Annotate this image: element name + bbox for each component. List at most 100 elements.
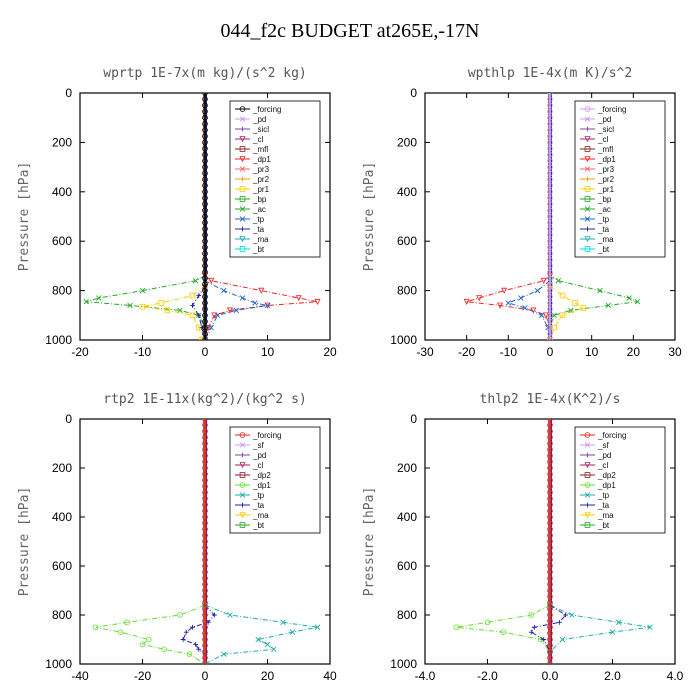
data-point [547, 158, 553, 164]
x-tick-label: 10 [261, 345, 275, 359]
data-point [547, 189, 553, 195]
y-axis-label: Pressure [hPa] [362, 162, 377, 272]
data-point [547, 238, 553, 245]
data-point [559, 636, 566, 643]
data-point [547, 232, 553, 238]
data-point [202, 419, 208, 422]
data-point [547, 642, 553, 649]
series-line-ta [530, 604, 567, 664]
y-tick-label: 1000 [45, 333, 72, 347]
legend-entry: _pr3 [252, 165, 270, 174]
data-point [83, 298, 89, 305]
data-point [609, 629, 616, 635]
legend-entry: _dp1 [252, 481, 271, 490]
data-point [634, 298, 641, 305]
data-point [280, 619, 286, 626]
data-point [127, 302, 133, 309]
data-point [124, 619, 130, 626]
x-tick-label: -20 [458, 345, 476, 359]
data-point [202, 618, 208, 624]
data-point [202, 661, 208, 664]
legend-entry: _bt [252, 245, 265, 254]
legend-entry: _ma [597, 511, 614, 520]
data-point [547, 312, 553, 319]
data-point [164, 307, 171, 314]
legend-entry: _dp1 [597, 155, 616, 164]
data-point [547, 114, 553, 121]
legend-marker [584, 196, 591, 202]
data-point [547, 275, 553, 282]
legend-marker [239, 166, 246, 172]
data-point [547, 428, 553, 435]
legend-marker [584, 246, 591, 252]
data-point [547, 446, 553, 453]
data-point [547, 508, 553, 514]
legend-marker [239, 206, 246, 212]
data-point [177, 612, 183, 618]
panel-title: wpthlp 1E-4x(m K)/s^2 [468, 66, 632, 81]
data-point [547, 422, 553, 428]
data-point [221, 651, 227, 657]
data-point [190, 303, 195, 308]
data-point [202, 195, 208, 201]
legend-marker [584, 236, 591, 243]
data-point [202, 182, 208, 189]
data-point [202, 213, 208, 220]
data-point [202, 250, 208, 257]
x-tick-label: 0 [547, 345, 554, 359]
series-line-ac [549, 275, 640, 340]
data-point [547, 477, 553, 484]
legend-marker [584, 156, 591, 163]
legend-marker [584, 472, 591, 478]
legend-entry: _cl [252, 135, 263, 144]
legend-marker [239, 156, 246, 163]
data-point [202, 434, 208, 441]
data-point [183, 629, 189, 635]
legend-marker [239, 432, 246, 438]
legend-entry: _forcing [252, 105, 281, 114]
legend-entry: _pd [597, 451, 611, 460]
x-tick-label: 2.0 [604, 669, 621, 683]
data-point [547, 256, 553, 263]
data-point [202, 102, 208, 109]
y-tick-label: 400 [52, 510, 72, 524]
data-point [547, 318, 553, 325]
x-tick-label: 0.0 [542, 669, 559, 683]
x-tick-label: 10 [585, 345, 599, 359]
data-point [202, 201, 208, 207]
data-point [202, 440, 208, 447]
data-point [547, 219, 553, 226]
data-point [547, 195, 553, 201]
legend-marker [584, 482, 591, 488]
data-point [547, 661, 553, 664]
y-tick-label: 800 [52, 284, 72, 298]
data-point [226, 307, 234, 314]
figure-title: 044_f2c BUDGET at265E,-17N [220, 20, 480, 42]
data-point [547, 489, 553, 496]
data-point [476, 295, 483, 302]
legend-marker [585, 452, 590, 458]
data-point [547, 93, 553, 96]
data-point [202, 324, 208, 331]
data-point [158, 300, 165, 306]
data-point [547, 324, 553, 331]
data-point [547, 459, 553, 465]
legend-entry: _mfl [597, 145, 613, 154]
data-point [202, 563, 208, 569]
y-tick-label: 0 [410, 86, 417, 100]
data-point [647, 624, 653, 630]
data-point [505, 300, 512, 306]
series-line-dp1 [456, 604, 551, 664]
data-point [547, 648, 553, 655]
data-point [202, 557, 208, 563]
data-point [547, 139, 553, 146]
data-point [205, 619, 211, 625]
legend-entry: _sicl [597, 125, 614, 134]
data-point [453, 624, 460, 631]
y-tick-label: 400 [52, 185, 72, 199]
y-tick-label: 200 [52, 135, 72, 149]
y-tick-label: 400 [397, 185, 417, 199]
x-tick-label: 30 [668, 345, 682, 359]
data-point [547, 293, 553, 300]
y-tick-label: 200 [397, 461, 417, 475]
